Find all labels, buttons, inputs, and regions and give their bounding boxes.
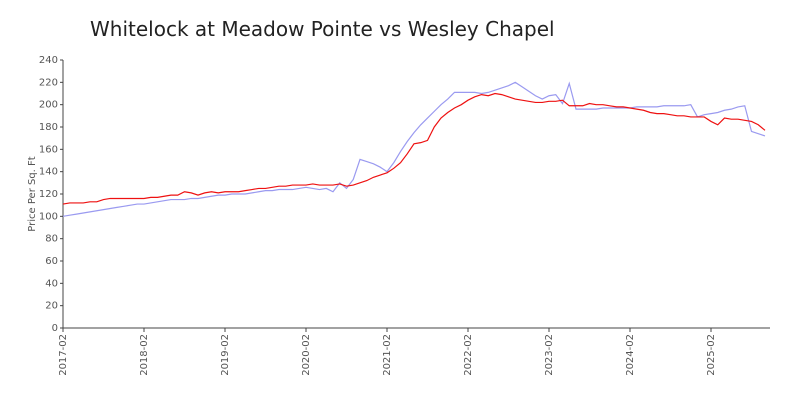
series-line bbox=[62, 81, 766, 217]
x-tick-label: 2020-02 bbox=[301, 334, 312, 376]
y-tick-label: 60 bbox=[45, 256, 58, 267]
x-tick-label: 2021-02 bbox=[382, 334, 393, 376]
y-tick-label: 160 bbox=[39, 144, 58, 155]
chart-title: Whitelock at Meadow Pointe vs Wesley Cha… bbox=[90, 17, 555, 41]
y-tick-label: 80 bbox=[45, 234, 58, 245]
y-tick-label: 40 bbox=[45, 278, 58, 289]
x-tick-label: 2023-02 bbox=[544, 334, 555, 376]
x-tick-label: 2022-02 bbox=[463, 334, 474, 376]
x-tick-label: 2019-02 bbox=[220, 334, 231, 376]
y-axis-label: Price Per Sq. Ft bbox=[27, 156, 38, 231]
y-tick-label: 120 bbox=[39, 189, 58, 200]
y-tick-label: 0 bbox=[52, 323, 58, 334]
y-tick-label: 240 bbox=[39, 55, 58, 66]
x-tick-label: 2018-02 bbox=[139, 334, 150, 376]
y-tick-label: 140 bbox=[39, 167, 58, 178]
x-tick-label: 2025-02 bbox=[706, 334, 717, 376]
x-tick-label: 2017-02 bbox=[58, 334, 69, 376]
y-tick-label: 100 bbox=[39, 211, 58, 222]
y-tick-label: 220 bbox=[39, 77, 58, 88]
y-tick-label: 20 bbox=[45, 301, 58, 312]
series-line bbox=[62, 92, 766, 205]
y-tick-label: 200 bbox=[39, 100, 58, 111]
y-tick-label: 180 bbox=[39, 122, 58, 133]
x-tick-label: 2024-02 bbox=[625, 334, 636, 376]
